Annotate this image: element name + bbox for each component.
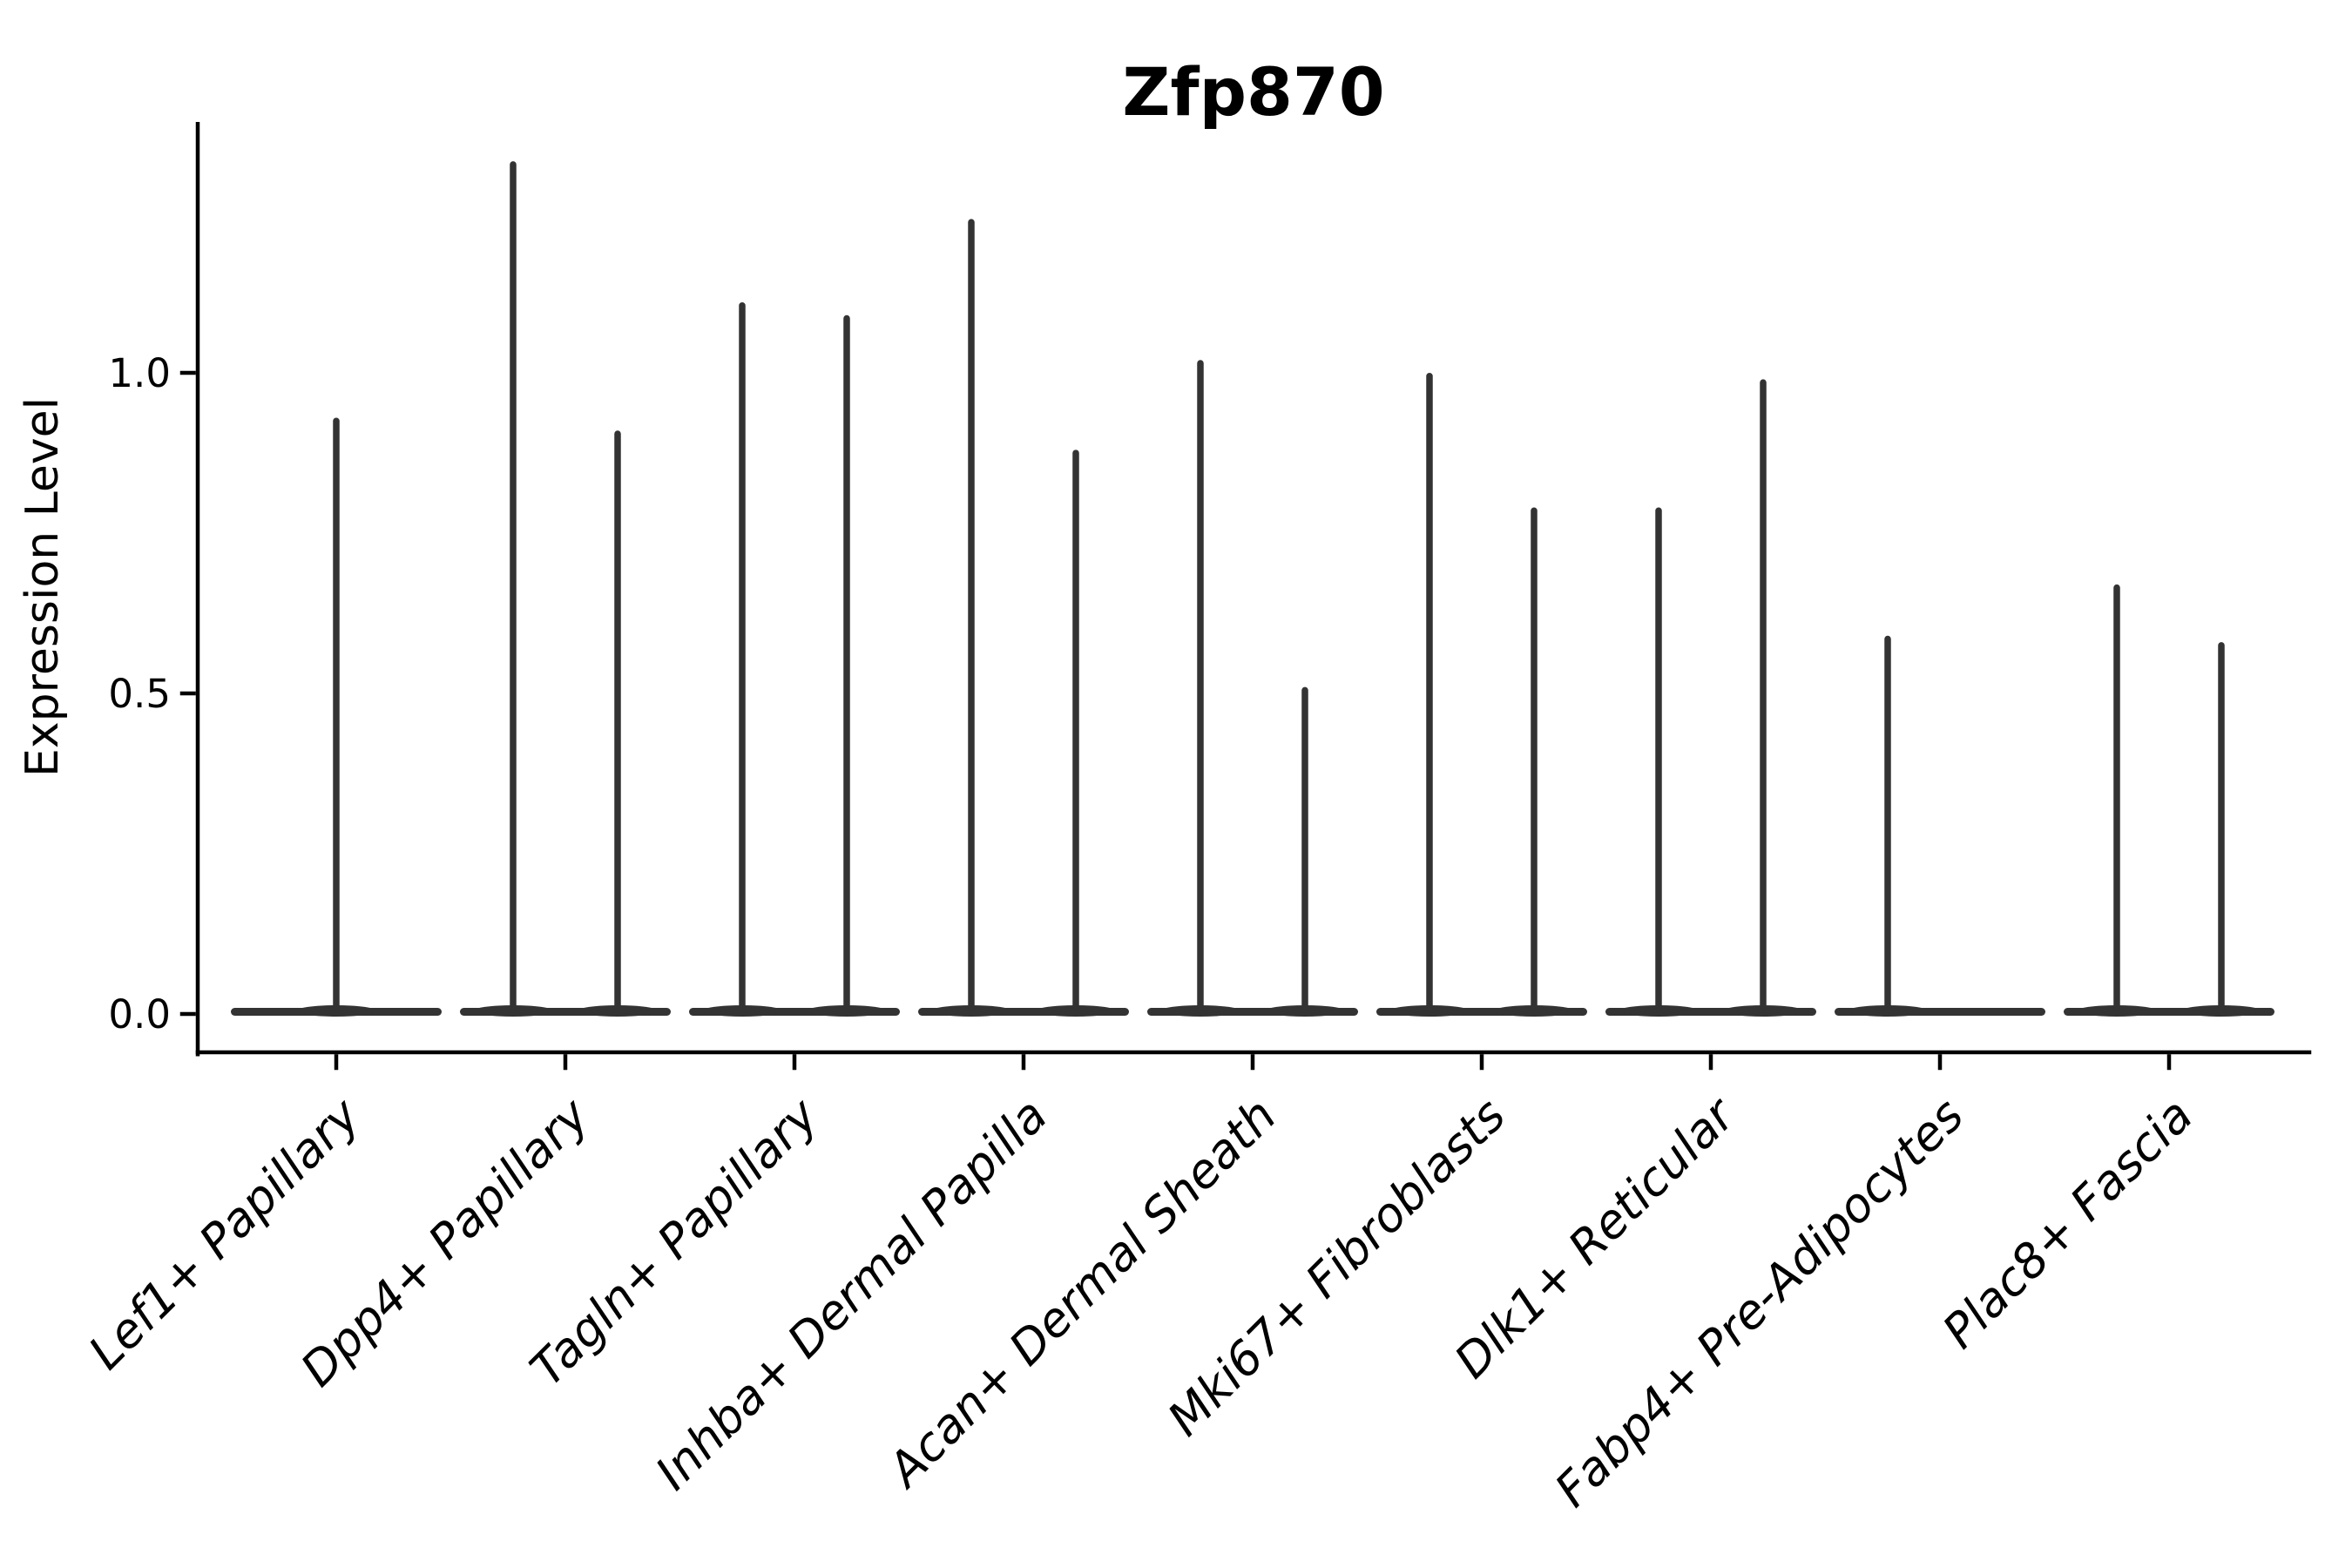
violin-max-spike	[1301, 686, 1308, 1012]
violin-max-spike	[333, 417, 340, 1012]
violin-max-spike	[843, 314, 850, 1012]
violin-max-spike	[968, 219, 975, 1013]
y-tick-mark	[179, 1011, 196, 1017]
x-tick-mark	[792, 1054, 797, 1071]
y-tick-mark	[179, 691, 196, 696]
x-tick-mark	[563, 1054, 568, 1071]
violin-max-spike	[1884, 635, 1891, 1012]
x-axis-spine	[195, 1050, 2312, 1055]
violin-max-spike	[510, 161, 517, 1012]
x-tick-mark	[1021, 1054, 1026, 1071]
violin-max-spike	[2113, 584, 2120, 1012]
y-tick-label: 0.5	[108, 671, 171, 717]
violin-max-spike	[1655, 507, 1662, 1012]
x-tick-mark	[1708, 1054, 1713, 1071]
violin-max-spike	[1760, 379, 1767, 1012]
violin-max-spike	[1072, 449, 1079, 1012]
violin-group	[231, 417, 442, 1017]
x-tick-mark	[1937, 1054, 1943, 1071]
violin-group	[1835, 635, 2045, 1017]
violin-group	[689, 302, 900, 1017]
violin-max-spike	[1531, 507, 1538, 1012]
x-tick-mark	[334, 1054, 339, 1071]
violin-max-spike	[614, 430, 621, 1012]
violin-max-spike	[739, 302, 746, 1012]
violin-group	[2064, 584, 2274, 1017]
violin-group	[918, 219, 1129, 1017]
violin-group	[460, 161, 671, 1017]
x-tick-mark	[2166, 1054, 2172, 1071]
violins	[231, 161, 2274, 1017]
y-tick-mark	[179, 370, 196, 375]
violin-max-spike	[2218, 642, 2225, 1012]
y-axis-ticks: 0.0 0.5 1.0	[108, 350, 196, 1037]
y-tick-label: 1.0	[108, 350, 171, 396]
axes	[195, 122, 2312, 1057]
violin-group	[1376, 373, 1587, 1017]
y-tick-label: 0.0	[108, 991, 171, 1037]
x-tick-mark	[1250, 1054, 1255, 1071]
violin-group	[1605, 379, 1816, 1017]
y-axis-label: Expression Level	[17, 397, 69, 777]
x-tick-mark	[1479, 1054, 1484, 1071]
y-axis-spine	[195, 122, 200, 1057]
violin-max-spike	[1197, 360, 1204, 1012]
violin-max-spike	[1426, 373, 1433, 1012]
violin-group	[1147, 360, 1358, 1017]
plot-title: Zfp870	[1122, 53, 1384, 131]
